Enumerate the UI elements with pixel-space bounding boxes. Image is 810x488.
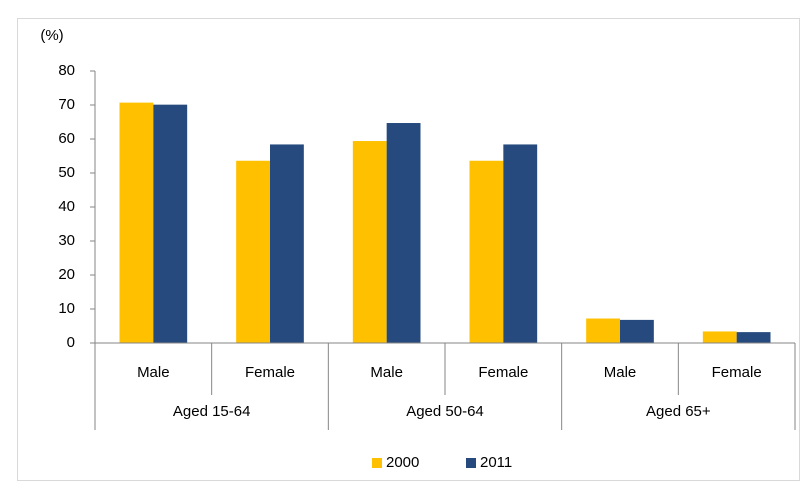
bar [352, 141, 387, 343]
bar [736, 332, 771, 343]
bar [236, 160, 270, 343]
y-tick-label: 40 [58, 198, 75, 215]
legend-swatch [372, 458, 382, 468]
group-label: Aged 15-64 [173, 403, 251, 420]
x-tick-label: Female [245, 364, 295, 381]
y-tick-label: 30 [58, 232, 75, 249]
bar [386, 123, 421, 344]
x-tick-label: Male [604, 364, 637, 381]
y-tick-label: 50 [58, 164, 75, 181]
bar [469, 160, 504, 343]
legend-swatch [466, 458, 476, 468]
bar [586, 318, 620, 343]
legend-label: 2000 [386, 454, 419, 471]
bar [702, 331, 737, 343]
y-tick-label: 70 [58, 96, 75, 113]
x-tick-label: Male [137, 364, 170, 381]
y-tick-label: 20 [58, 266, 75, 283]
y-tick-label: 10 [58, 300, 75, 317]
y-tick-label: 0 [67, 334, 75, 351]
x-tick-label: Female [478, 364, 528, 381]
group-label: Aged 50-64 [406, 403, 484, 420]
bar [503, 144, 538, 343]
bar [620, 319, 654, 343]
bar [153, 104, 188, 343]
bar [270, 144, 304, 343]
y-tick-label: 60 [58, 130, 75, 147]
legend-label: 2011 [480, 454, 512, 471]
x-tick-label: Female [712, 364, 762, 381]
y-tick-label: 80 [58, 62, 75, 79]
bar [119, 102, 154, 344]
y-axis-label: (%) [40, 27, 63, 44]
group-label: Aged 65+ [646, 403, 711, 420]
x-tick-label: Male [370, 364, 403, 381]
